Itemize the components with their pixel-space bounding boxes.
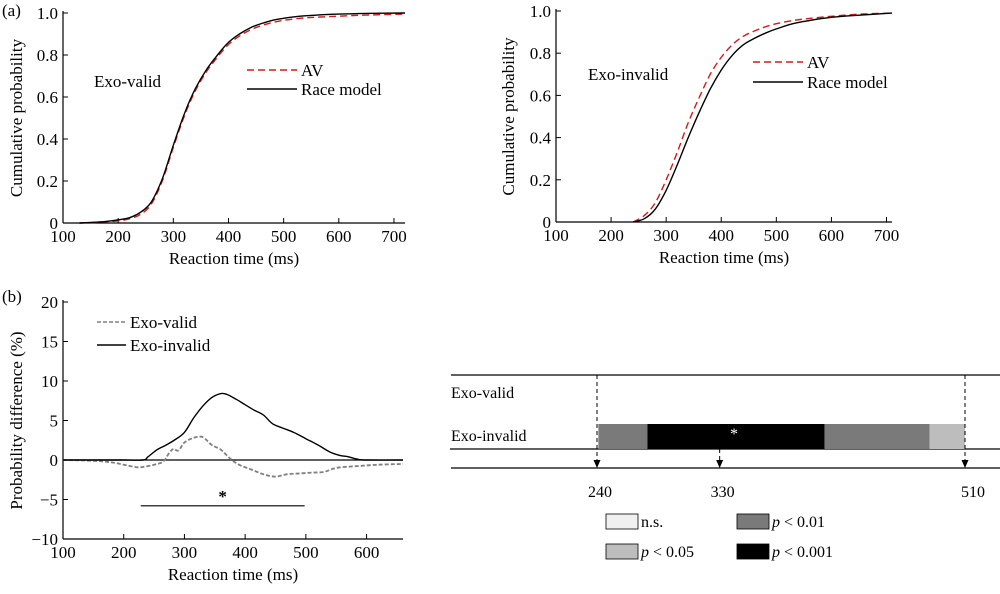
- legend-p-symbol: p: [771, 514, 780, 531]
- condition-annotation: Exo-invalid: [588, 65, 669, 84]
- legend-p-symbol: p: [771, 544, 780, 561]
- x-tick-label: 500: [271, 227, 297, 246]
- legend-threshold: < 0.001: [780, 544, 833, 561]
- y-tick-label: −5: [40, 491, 58, 510]
- x-tick-label: 500: [293, 543, 319, 562]
- significance-segment: [929, 424, 965, 449]
- y-tick-label: 0.2: [530, 171, 551, 190]
- x-tick-label: 600: [326, 227, 352, 246]
- x-tick-label: 600: [819, 226, 845, 245]
- x-tick-label: 100: [50, 543, 76, 562]
- panel-a-label: (a): [2, 1, 21, 20]
- y-tick-label: −10: [31, 530, 58, 549]
- x-tick-label: 200: [111, 543, 137, 562]
- legend-threshold: < 0.05: [649, 544, 694, 561]
- legend-label: p < 0.001: [771, 544, 833, 561]
- chart-exo-invalid-cdf: 100 200 300 400 500 600 700 0 0.2 0.4 0.6 0.8 1.0 Rea…: [499, 2, 899, 267]
- time-marker-arrow: [716, 460, 724, 468]
- x-axis-label: Reaction time (ms): [659, 248, 789, 267]
- x-tick-label: 400: [708, 226, 734, 245]
- legend-label: Exo-invalid: [130, 336, 211, 355]
- segment-asterisk: *: [730, 426, 738, 443]
- x-tick-label: 600: [354, 543, 380, 562]
- y-tick-label: 0.8: [37, 46, 58, 65]
- y-axis-label: Probability difference (%): [7, 331, 26, 509]
- legend-label: Race model: [301, 80, 382, 99]
- legend-swatch: [736, 513, 770, 530]
- y-tick-label: 0.2: [37, 172, 58, 191]
- y-tick-label: 1.0: [530, 2, 551, 21]
- legend-p-symbol: p: [640, 544, 649, 561]
- y-tick-label: 0.4: [530, 129, 552, 148]
- y-tick-label: 1.0: [37, 4, 58, 23]
- series-line-av: [79, 13, 406, 224]
- legend-swatch: [605, 513, 639, 530]
- y-tick-label: 15: [41, 333, 58, 352]
- legend-swatch: [605, 543, 639, 560]
- significance-segment: [647, 424, 825, 449]
- legend-threshold: < 0.01: [780, 514, 825, 531]
- time-marker-label: 510: [961, 484, 985, 501]
- time-marker-arrow: [593, 460, 601, 468]
- significance-segment: [824, 424, 930, 449]
- legend-label: AV: [301, 61, 324, 80]
- time-marker-arrow: [961, 460, 969, 468]
- legend-label: p < 0.05: [640, 544, 694, 561]
- y-tick-label: 0.8: [530, 44, 551, 63]
- x-tick-label: 700: [381, 227, 407, 246]
- chart-exo-valid-cdf: 100 200 300 400 500 600 700 0 0.2 0.4 0.6 0.8 1.0 Rea…: [7, 4, 407, 268]
- row-label-exo-valid: Exo-valid: [451, 385, 514, 402]
- y-axis-label: Cumulative probability: [7, 38, 26, 197]
- legend-label: Exo-valid: [130, 313, 198, 332]
- x-tick-label: 300: [653, 226, 679, 245]
- y-axis-label: Cumulative probability: [499, 37, 518, 196]
- legend-label: AV: [807, 53, 830, 72]
- series-line-exo-invalid: [62, 392, 404, 461]
- legend-label: n.s.: [641, 514, 663, 531]
- significance-segment: [598, 424, 648, 449]
- chart-probability-difference: 100 200 300 400 500 600 −10 −5 0 5 10 15 20 Reaction …: [7, 293, 404, 584]
- time-marker-label: 240: [588, 484, 612, 501]
- row-label-exo-invalid: Exo-invalid: [451, 428, 527, 445]
- x-tick-label: 100: [50, 227, 76, 246]
- legend-label: p < 0.01: [771, 514, 825, 531]
- x-tick-label: 300: [172, 543, 198, 562]
- legend-swatch: [736, 543, 770, 560]
- y-tick-label: 10: [41, 372, 58, 391]
- panel-b-label: (b): [2, 287, 22, 306]
- significance-asterisk: *: [218, 487, 227, 506]
- series-line-race-model: [632, 12, 893, 223]
- y-tick-label: 0: [50, 214, 59, 233]
- condition-annotation: Exo-valid: [94, 72, 162, 91]
- x-tick-label: 200: [105, 227, 131, 246]
- x-tick-label: 400: [232, 543, 258, 562]
- y-tick-label: 20: [41, 293, 58, 312]
- y-tick-label: 0.4: [37, 130, 59, 149]
- x-tick-label: 400: [216, 227, 242, 246]
- time-marker-label: 330: [711, 484, 735, 501]
- legend-label: Race model: [807, 73, 888, 92]
- x-tick-label: 300: [161, 227, 187, 246]
- x-axis-label: Reaction time (ms): [169, 249, 299, 268]
- x-tick-label: 200: [598, 226, 624, 245]
- y-tick-label: 5: [50, 412, 59, 431]
- x-tick-label: 700: [874, 226, 900, 245]
- y-tick-label: 0: [50, 451, 59, 470]
- series-line-av: [632, 12, 893, 223]
- y-tick-label: 0.6: [530, 86, 551, 105]
- series-line-exo-valid: [62, 435, 404, 478]
- series-line-race-model: [79, 12, 406, 224]
- x-tick-label: 100: [543, 226, 569, 245]
- x-axis-label: Reaction time (ms): [168, 565, 298, 584]
- chart-significance-timeline: Exo-valid Exo-invalid * 240 330 510 n.s. p < 0.…: [450, 374, 1000, 561]
- y-tick-label: 0: [543, 213, 552, 232]
- y-tick-label: 0.6: [37, 88, 58, 107]
- x-tick-label: 500: [764, 226, 790, 245]
